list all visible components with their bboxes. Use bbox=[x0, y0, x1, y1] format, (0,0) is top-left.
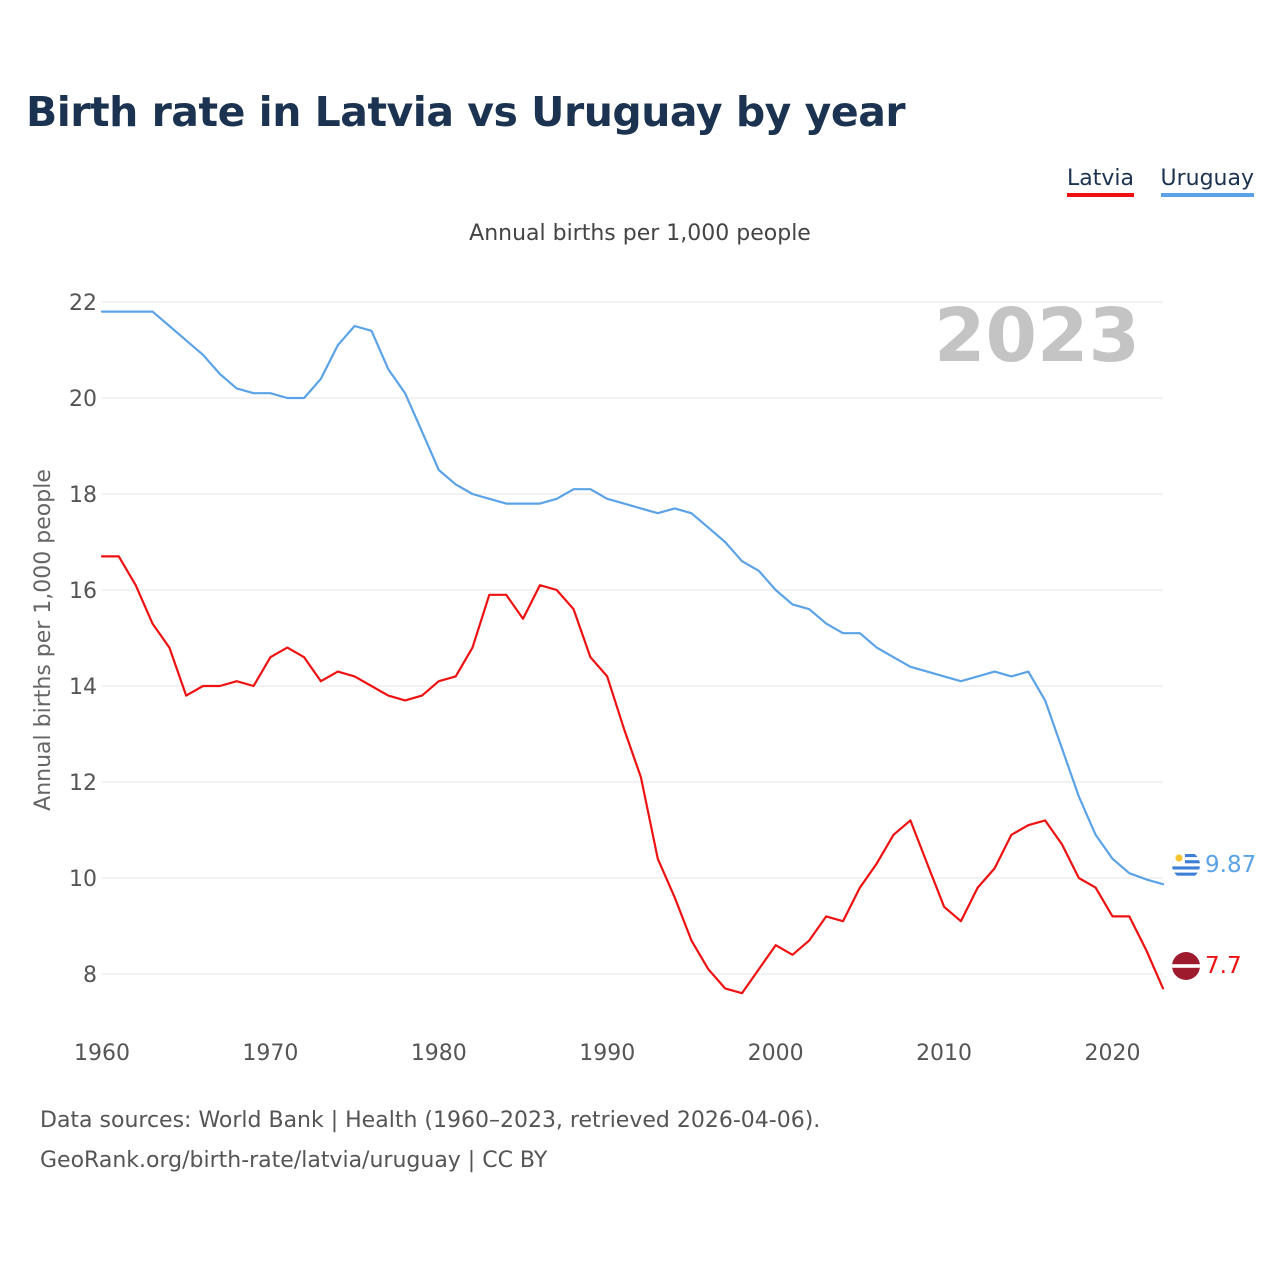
attribution-link[interactable]: GeoRank.org/birth-rate/latvia/uruguay | … bbox=[40, 1148, 548, 1173]
chart-title: Birth rate in Latvia vs Uruguay by year bbox=[26, 88, 906, 136]
x-tick-label: 2020 bbox=[1084, 1041, 1140, 1066]
y-tick-label: 20 bbox=[69, 387, 97, 412]
x-tick-label: 1960 bbox=[74, 1041, 130, 1066]
y-tick-label: 14 bbox=[69, 675, 97, 700]
y-tick-label: 10 bbox=[69, 867, 97, 892]
y-axis-label: Annual births per 1,000 people bbox=[31, 469, 56, 811]
y-tick-label: 16 bbox=[69, 579, 97, 604]
uruguay-flag-icon bbox=[1172, 851, 1200, 879]
y-tick-label: 12 bbox=[69, 771, 97, 796]
y-tick-label: 18 bbox=[69, 483, 97, 508]
x-tick-label: 2010 bbox=[916, 1041, 972, 1066]
chart-subtitle: Annual births per 1,000 people bbox=[469, 221, 811, 246]
x-tick-label: 1980 bbox=[411, 1041, 467, 1066]
x-tick-label: 1970 bbox=[242, 1041, 298, 1066]
grid-lines bbox=[102, 301, 1163, 975]
series-lines bbox=[100, 310, 1165, 995]
legend-item-uruguay[interactable]: Uruguay bbox=[1160, 166, 1254, 197]
y-tick-label: 8 bbox=[83, 963, 97, 988]
series-line-uruguay[interactable] bbox=[100, 310, 1165, 886]
legend-item-latvia[interactable]: Latvia bbox=[1067, 166, 1134, 197]
x-tick-label: 2000 bbox=[748, 1041, 804, 1066]
end-label-latvia: 7.7 bbox=[1205, 953, 1242, 979]
latvia-flag-icon bbox=[1172, 952, 1200, 980]
y-tick-labels: 8 10 12 14 16 18 20 22 bbox=[69, 291, 97, 988]
end-label-uruguay: 9.87 bbox=[1205, 852, 1256, 878]
data-source-note: Data sources: World Bank | Health (1960–… bbox=[40, 1108, 821, 1133]
x-tick-label: 1990 bbox=[579, 1041, 635, 1066]
year-watermark: 2023 bbox=[934, 293, 1140, 379]
y-tick-label: 22 bbox=[69, 291, 97, 316]
series-line-latvia[interactable] bbox=[100, 555, 1165, 995]
x-tick-labels: 1960 1970 1980 1990 2000 2010 2020 bbox=[74, 1041, 1140, 1066]
